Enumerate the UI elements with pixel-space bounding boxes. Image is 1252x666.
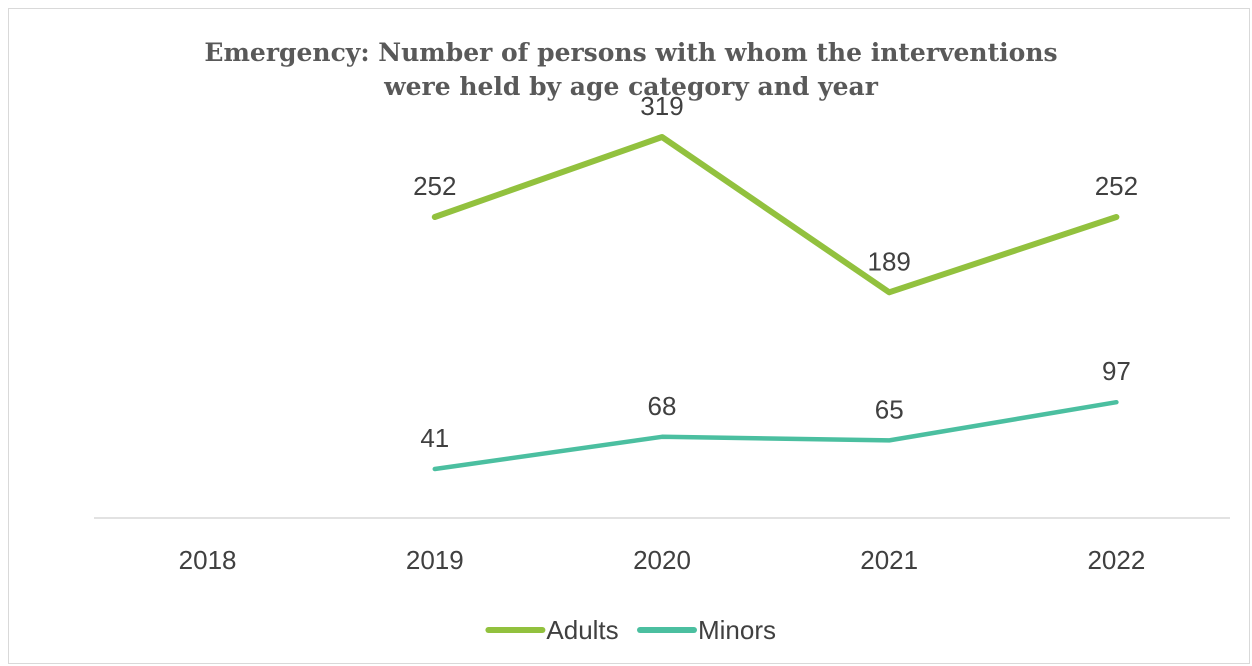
chart-title-line-2: were held by age category and year [384,72,878,101]
data-label-adults: 252 [1095,171,1138,201]
data-label-minors: 65 [875,394,904,424]
series-line-minors [432,399,1119,472]
data-label-adults: 189 [868,246,911,276]
data-label-minors: 97 [1102,356,1131,386]
chart-title: Emergency: Number of persons with whom t… [0,36,1252,104]
data-label-adults: 319 [640,91,683,121]
x-tick-label: 2020 [633,545,691,575]
legend-item-minors: Minors [637,615,776,645]
x-tick-labels: 2018 2019 2020 2021 2022 [179,545,1146,575]
x-tick-label: 2019 [406,545,464,575]
series-line-adults [431,134,1120,296]
legend: Adults Minors [485,615,776,645]
legend-item-adults: Adults [485,615,619,645]
data-labels-layer: 252 319 189 252 41 68 65 97 [413,91,1138,453]
legend-label-adults: Adults [546,615,618,645]
chart-frame [8,8,1250,664]
x-tick-label: 2021 [860,545,918,575]
data-label-minors: 68 [648,391,677,421]
data-label-adults: 252 [413,171,456,201]
x-tick-label: 2018 [179,545,237,575]
series-layer [431,134,1120,472]
x-tick-label: 2022 [1087,545,1145,575]
legend-label-minors: Minors [698,615,776,645]
data-label-minors: 41 [420,423,449,453]
chart-title-line-1: Emergency: Number of persons with whom t… [204,38,1058,67]
